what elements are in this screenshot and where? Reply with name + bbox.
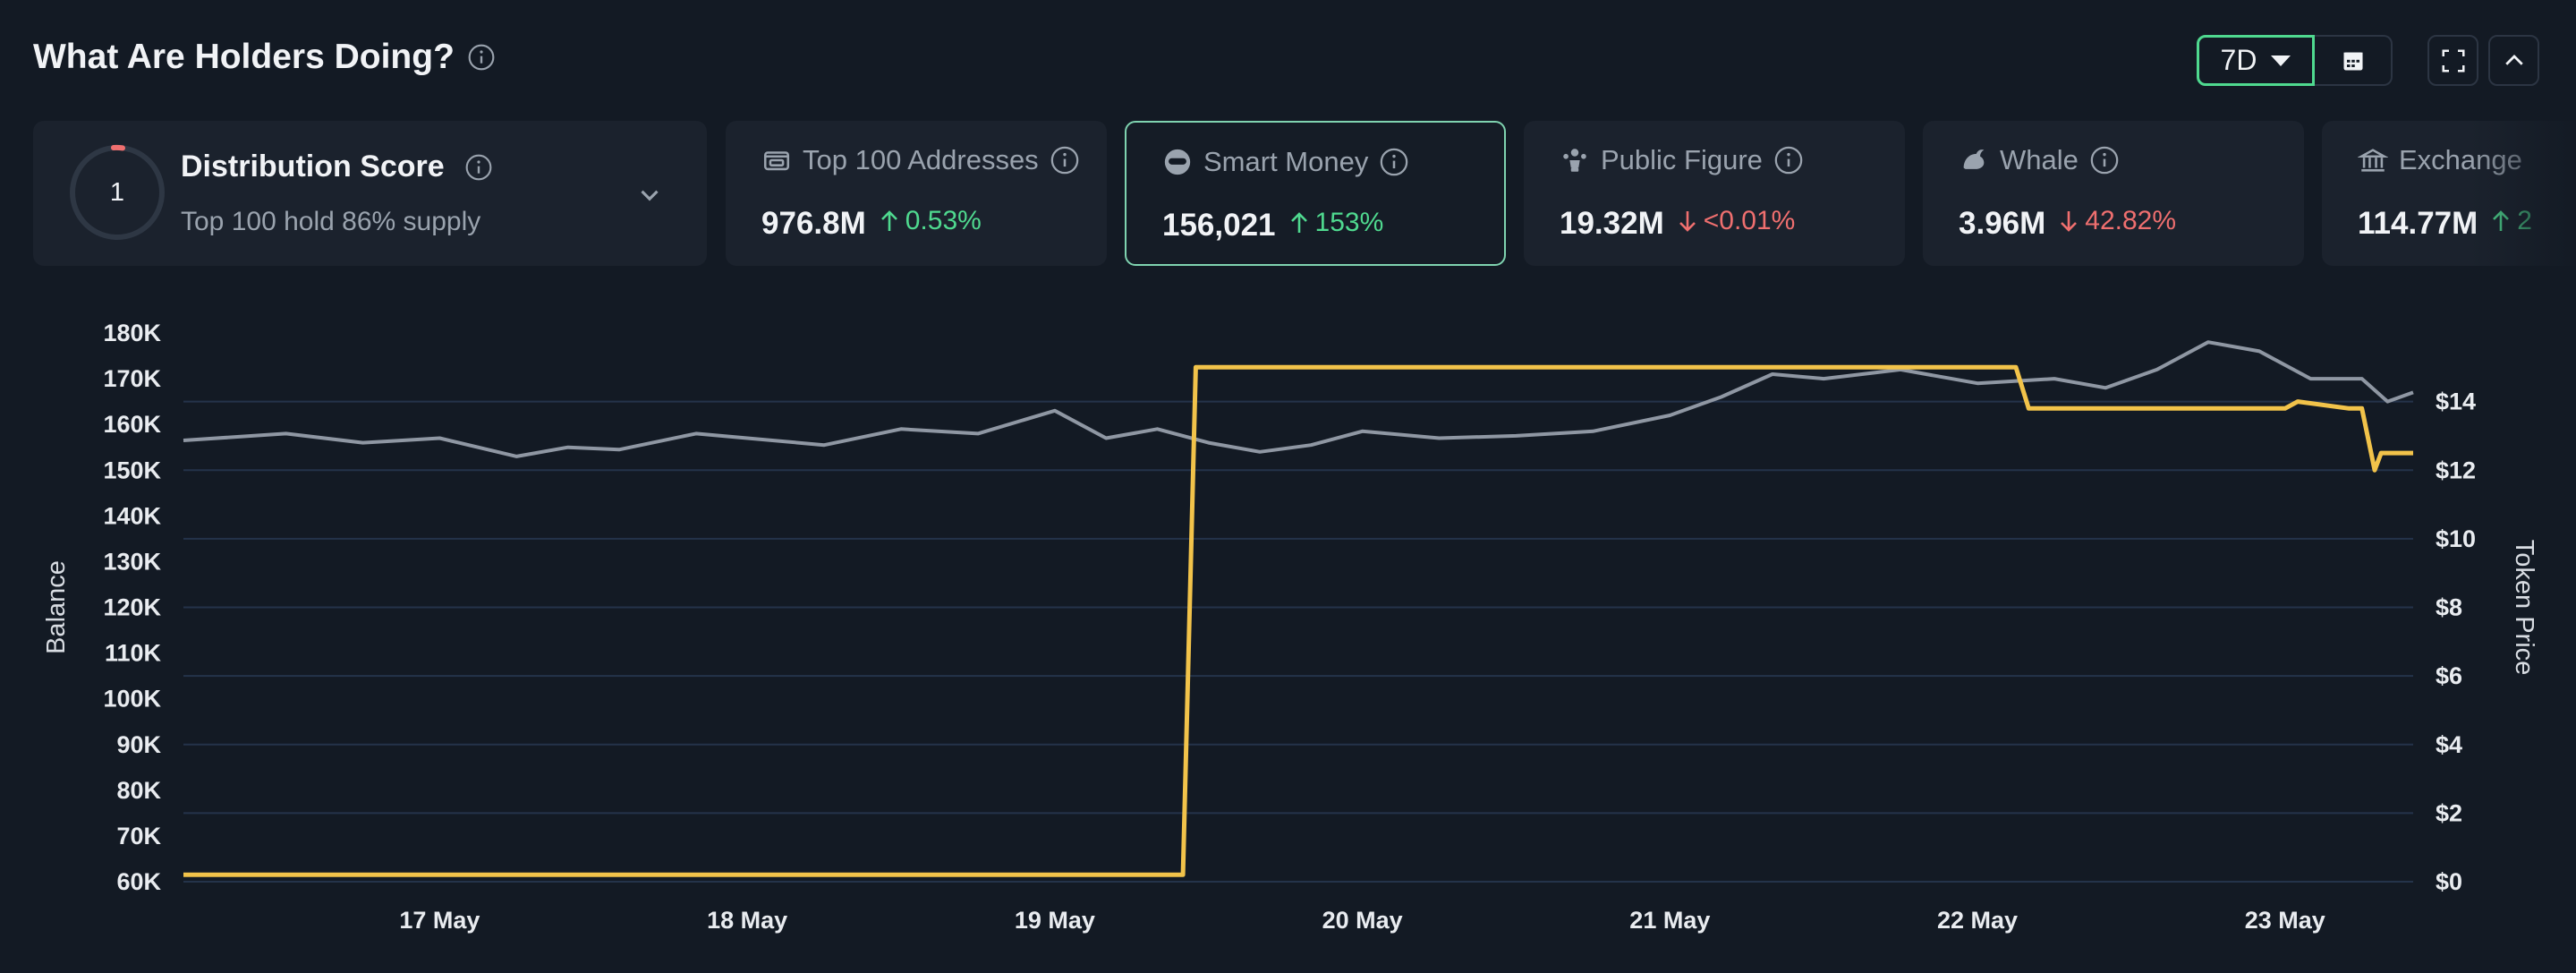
card-value: 156,021 (1162, 208, 1276, 243)
x-tick-label: 20 May (1322, 907, 1403, 934)
card-value-row: 19.32M <0.01% (1560, 206, 1795, 242)
card-delta: 153% (1288, 208, 1384, 238)
y-tick-label: 160K (103, 411, 161, 438)
period-selector: 7D (2197, 35, 2393, 86)
card-label-row: Public Figure (1560, 144, 1804, 176)
chevron-down-icon[interactable] (634, 180, 665, 210)
card-delta: 0.53% (879, 206, 982, 236)
card-whale[interactable]: Whale 3.96M 42.82% (1923, 121, 2304, 266)
card-delta: <0.01% (1677, 206, 1796, 236)
caret-down-icon (2271, 55, 2291, 66)
info-icon[interactable] (1050, 145, 1080, 175)
info-icon[interactable] (1379, 147, 1409, 177)
page-title-row: What Are Holders Doing? (33, 38, 496, 77)
card-label: Public Figure (1601, 144, 1763, 175)
y-tick-label: 60K (116, 868, 161, 895)
card-value-row: 156,021 153% (1162, 208, 1383, 243)
chevron-up-icon (2504, 54, 2523, 65)
calendar-icon (2343, 52, 2362, 70)
card-value: 976.8M (761, 206, 866, 241)
wallet-icon (763, 151, 790, 171)
card-label-row: Top 100 Addresses (761, 144, 1080, 176)
period-dropdown[interactable]: 7D (2197, 35, 2315, 86)
y2-tick-label: $14 (2436, 388, 2476, 415)
y-tick-label: 110K (105, 640, 162, 667)
x-tick-label: 22 May (1937, 907, 2018, 934)
distribution-subtitle: Top 100 hold 86% supply (181, 207, 481, 236)
info-icon[interactable] (464, 153, 493, 182)
bank-icon (2358, 149, 2388, 172)
cards-fade-overlay (2470, 116, 2576, 273)
arrow-up-icon (880, 210, 897, 231)
y2-tick-label: $2 (2436, 799, 2462, 826)
y2-axis-title: Token Price (2510, 540, 2538, 676)
distribution-gauge (70, 144, 165, 240)
y-tick-label: 180K (103, 320, 161, 346)
card-delta-value: 42.82% (2085, 206, 2177, 235)
card-label: Top 100 Addresses (803, 144, 1039, 175)
y-tick-label: 130K (103, 548, 161, 575)
distribution-score-card[interactable]: 1 Distribution Score Top 100 hold 86% su… (33, 121, 707, 266)
expand-icon (2442, 49, 2464, 72)
series-line-balance (183, 340, 2414, 458)
card-value-row: 3.96M 42.82% (1959, 206, 2176, 242)
x-tick-label: 23 May (2245, 907, 2325, 934)
series-line-token-price (183, 364, 2413, 877)
smart-money-icon (1164, 149, 1191, 175)
y-tick-label: 70K (116, 823, 161, 849)
public-figure-icon (1563, 149, 1586, 172)
y2-tick-label: $12 (2436, 457, 2476, 483)
page-title: What Are Holders Doing? (33, 38, 455, 76)
arrow-up-icon (1290, 212, 1307, 233)
y-tick-label: 90K (116, 731, 161, 758)
card-delta-value: <0.01% (1703, 206, 1796, 235)
fullscreen-button[interactable] (2427, 35, 2478, 86)
card-label-row: Smart Money (1162, 146, 1409, 178)
x-tick-label: 17 May (399, 907, 480, 934)
card-value: 114.77M (2358, 206, 2478, 241)
card-value: 19.32M (1560, 206, 1664, 241)
y2-tick-label: $0 (2436, 868, 2462, 895)
holders-chart: 60K 70K 80K 90K 100K 110K 120K 130K 140K 150K 160K… (42, 320, 2538, 934)
distribution-title-row: Distribution Score (181, 149, 493, 184)
arrow-down-icon (1679, 211, 1696, 232)
card-label-row: Whale (1959, 144, 2120, 176)
card-top-100-addresses[interactable]: Top 100 Addresses 976.8M 0.53% (726, 121, 1107, 266)
card-label: Whale (2000, 144, 2079, 175)
arrow-down-icon (2061, 211, 2078, 232)
card-value: 3.96M (1959, 206, 2046, 241)
distribution-title: Distribution Score (181, 149, 445, 184)
y-tick-label: 140K (103, 502, 161, 529)
y2-tick-label: $4 (2436, 731, 2462, 758)
y2-tick-label: $6 (2436, 662, 2462, 689)
y-tick-label: 120K (103, 594, 161, 621)
card-label: Smart Money (1203, 146, 1369, 177)
info-icon[interactable] (467, 43, 496, 72)
card-delta-value: 153% (1314, 208, 1384, 237)
y-tick-label: 170K (103, 365, 161, 392)
x-tick-label: 19 May (1015, 907, 1095, 934)
card-value-row: 976.8M 0.53% (761, 206, 982, 242)
y2-tick-label: $8 (2436, 594, 2462, 621)
y-tick-label: 80K (116, 777, 161, 804)
y-tick-label: 150K (103, 457, 161, 483)
card-delta: 42.82% (2058, 206, 2176, 236)
distribution-score-value: 1 (109, 177, 125, 207)
whale-icon (1963, 149, 1985, 169)
x-tick-label: 21 May (1629, 907, 1710, 934)
info-icon[interactable] (1773, 145, 1804, 175)
y-tick-label: 100K (103, 686, 161, 713)
period-label: 7D (2220, 44, 2257, 76)
collapse-button[interactable] (2488, 35, 2539, 86)
x-tick-label: 18 May (707, 907, 787, 934)
card-smart-money[interactable]: Smart Money 156,021 153% (1125, 121, 1506, 266)
y2-tick-label: $10 (2436, 525, 2476, 552)
calendar-button[interactable] (2315, 35, 2393, 86)
y-axis-title: Balance (42, 560, 71, 654)
card-public-figure[interactable]: Public Figure 19.32M <0.01% (1524, 121, 1905, 266)
card-delta-value: 0.53% (905, 206, 982, 235)
info-icon[interactable] (2089, 145, 2120, 175)
